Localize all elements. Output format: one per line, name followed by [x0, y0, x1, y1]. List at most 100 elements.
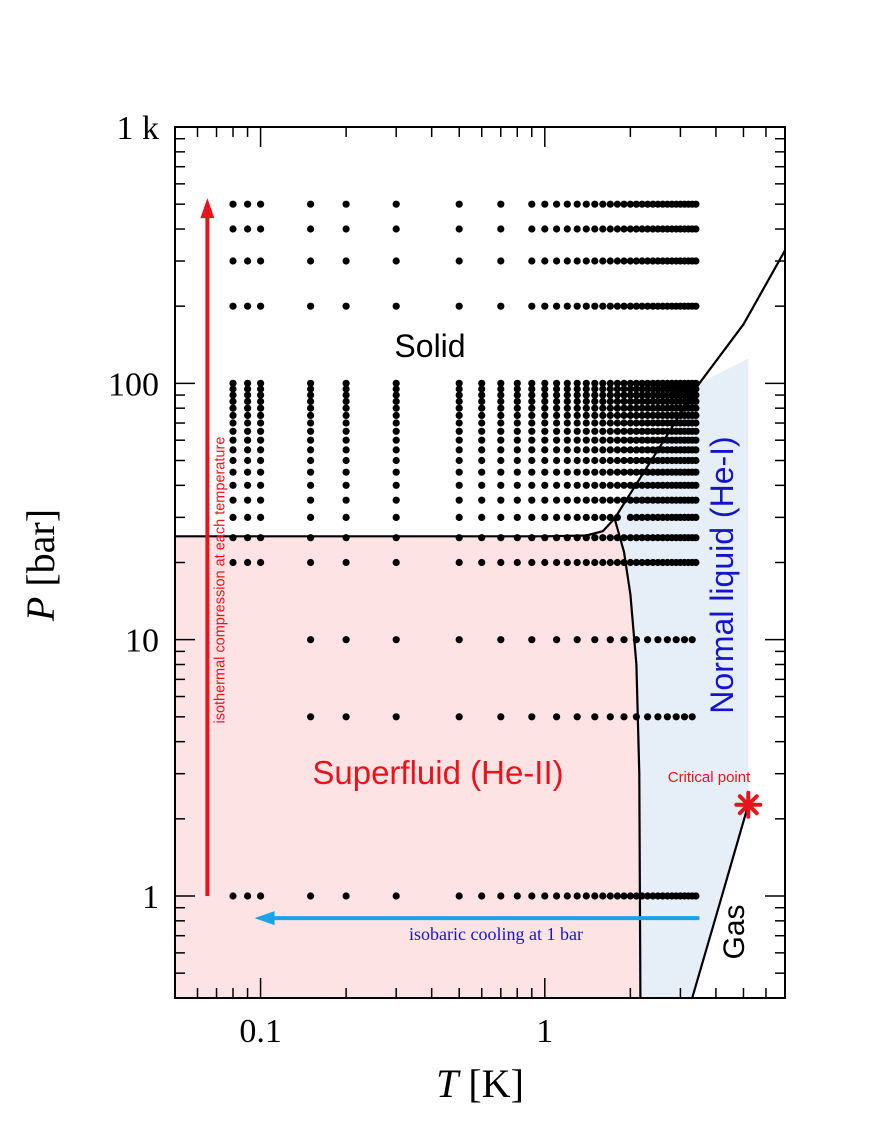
data-point: [513, 446, 521, 454]
critical-point-label: Critical point: [668, 769, 751, 786]
data-point: [342, 713, 350, 721]
data-point: [582, 391, 590, 399]
data-point: [478, 436, 486, 444]
data-point: [307, 513, 315, 522]
data-point: [632, 436, 641, 444]
data-point: [563, 404, 571, 412]
data-point: [513, 385, 521, 393]
data-point: [649, 892, 657, 900]
data-point: [497, 302, 505, 310]
data-point: [606, 446, 614, 454]
data-point: [541, 302, 549, 310]
data-point: [613, 496, 622, 504]
data-point: [455, 636, 463, 644]
data-point: [599, 411, 607, 419]
data-point: [307, 379, 315, 387]
data-point: [392, 446, 400, 454]
data-point: [244, 419, 252, 427]
data-point: [591, 411, 599, 419]
data-point: [553, 379, 561, 387]
data-point: [342, 200, 350, 208]
data-point: [644, 397, 652, 405]
data-point: [692, 397, 700, 405]
data-point: [573, 411, 581, 419]
data-point: [257, 391, 265, 399]
data-point: [582, 427, 590, 435]
data-point: [455, 391, 463, 399]
data-point: [307, 397, 315, 405]
data-point: [654, 636, 662, 644]
isothermal-arrow-label: isothermal compression at each temperatu…: [212, 437, 228, 724]
data-point: [541, 411, 549, 419]
y-tick-label: 1: [142, 879, 159, 916]
data-point: [632, 225, 641, 233]
data-point: [528, 892, 536, 900]
data-point: [478, 558, 486, 567]
data-point: [606, 391, 614, 399]
data-point: [553, 513, 561, 522]
data-point: [573, 379, 581, 387]
data-point: [606, 225, 614, 233]
data-point: [455, 225, 463, 233]
data-point: [541, 427, 549, 435]
data-point: [632, 496, 641, 504]
data-point: [591, 436, 599, 444]
data-point: [229, 225, 237, 233]
data-point: [257, 419, 265, 427]
data-point: [638, 379, 646, 387]
data-point: [649, 391, 657, 399]
data-point: [307, 391, 315, 399]
data-point: [591, 257, 599, 265]
data-point: [257, 404, 265, 412]
data-point: [599, 302, 607, 310]
data-point: [606, 496, 614, 504]
data-point: [606, 436, 614, 444]
data-point: [497, 419, 505, 427]
data-point: [392, 225, 400, 233]
data-point: [626, 404, 635, 412]
data-point: [229, 558, 237, 567]
data-point: [620, 427, 628, 435]
data-point: [606, 379, 614, 387]
data-point: [591, 446, 599, 454]
data-point: [573, 391, 581, 399]
data-point: [638, 257, 646, 265]
data-point: [541, 385, 549, 393]
data-point: [582, 892, 590, 900]
data-point: [649, 257, 657, 265]
data-point: [513, 892, 521, 900]
data-point: [582, 379, 590, 387]
data-point: [541, 200, 549, 208]
data-point: [613, 468, 622, 476]
data-point: [599, 558, 607, 567]
data-point: [307, 200, 315, 208]
data-point: [573, 200, 581, 208]
data-point: [599, 468, 607, 476]
data-point: [563, 397, 571, 405]
data-point: [649, 419, 657, 427]
data-point: [582, 558, 590, 567]
data-point: [692, 200, 700, 208]
data-point: [613, 200, 622, 208]
vaporization-curve: [691, 804, 750, 999]
data-point: [392, 892, 400, 900]
data-point: [553, 427, 561, 435]
data-point: [513, 411, 521, 419]
data-point: [342, 468, 350, 476]
data-point: [644, 446, 652, 454]
data-point: [654, 713, 662, 721]
data-point: [680, 636, 689, 644]
data-point: [541, 379, 549, 387]
data-point: [591, 385, 599, 393]
data-point: [257, 892, 265, 900]
data-point: [599, 427, 607, 435]
data-point: [392, 713, 400, 721]
data-point: [626, 481, 635, 489]
data-point: [541, 419, 549, 427]
data-point: [244, 257, 252, 265]
data-point: [563, 391, 571, 399]
data-point: [229, 892, 237, 900]
data-point: [591, 200, 599, 208]
data-point: [599, 419, 607, 427]
data-point: [573, 636, 581, 644]
